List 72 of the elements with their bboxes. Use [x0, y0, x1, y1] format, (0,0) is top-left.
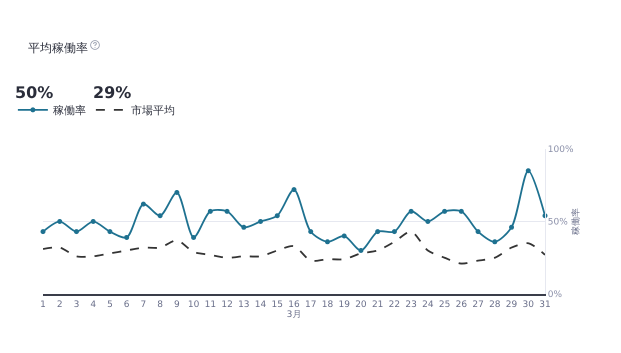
x-tick-label: 13	[238, 300, 250, 310]
x-tick-label: 30	[522, 300, 534, 310]
point	[224, 208, 230, 214]
point	[74, 229, 79, 234]
point	[509, 224, 514, 230]
point	[308, 229, 314, 234]
point	[124, 234, 130, 240]
point	[208, 208, 213, 214]
point	[442, 208, 448, 214]
point	[292, 187, 296, 192]
x-tick-label: 16	[288, 300, 300, 310]
x-tick-label: 31	[539, 300, 551, 310]
x-tick-label: 17	[305, 300, 316, 310]
point	[358, 248, 364, 253]
x-tick-label: 15	[272, 300, 283, 310]
x-tick-label: 1	[40, 300, 46, 310]
x-tick-label: 23	[405, 300, 417, 310]
x-axis-title: 3月	[286, 310, 302, 320]
x-tick-label: 20	[355, 300, 367, 310]
x-tick-label: 26	[456, 300, 468, 310]
y2-tick-label: 50%	[548, 218, 568, 228]
legend-label: 稼働率	[52, 104, 86, 118]
point	[476, 229, 481, 234]
point	[324, 239, 330, 244]
x-tick-label: 29	[506, 300, 518, 310]
x-tick-label: 11	[204, 300, 216, 310]
x-tick-label: 22	[388, 300, 400, 310]
point	[191, 234, 196, 240]
x-tick-label: 27	[472, 300, 484, 310]
x-tick-label: 4	[90, 300, 96, 310]
point	[174, 190, 180, 195]
y2-axis-title: 稼働率	[570, 208, 582, 235]
y2-tick-label: 100%	[548, 145, 574, 156]
chart-title: 平均稼働率	[28, 40, 88, 55]
point	[375, 229, 380, 234]
point	[492, 239, 498, 244]
x-tick-label: 3	[74, 300, 80, 310]
point	[392, 229, 397, 234]
point	[140, 202, 146, 207]
x-tick-label: 19	[338, 300, 350, 310]
x-tick-label: 12	[221, 300, 233, 310]
x-tick-label: 25	[438, 300, 450, 310]
x-tick-label: 5	[107, 300, 113, 310]
point	[425, 219, 430, 224]
point	[408, 208, 414, 214]
point	[158, 213, 163, 218]
point	[526, 168, 531, 174]
x-tick-label: 8	[157, 300, 164, 310]
text: 29%	[93, 83, 132, 102]
x-tick-label: 9	[174, 300, 180, 310]
point	[274, 213, 280, 218]
point	[458, 208, 464, 214]
point	[57, 219, 62, 224]
x-tick-label: 10	[188, 300, 200, 310]
text: 50%	[15, 83, 54, 102]
x-tick-label: 28	[489, 300, 501, 310]
y2-tick-label: 0%	[548, 290, 563, 300]
x-tick-label: 14	[254, 300, 267, 310]
point	[342, 234, 347, 238]
point	[107, 229, 112, 234]
point	[90, 219, 96, 224]
x-tick-label: 7	[140, 300, 146, 310]
point	[241, 224, 246, 230]
x-tick-label: 21	[372, 300, 384, 310]
point	[40, 229, 46, 234]
x-tick-label: 6	[124, 300, 130, 310]
legend-label: 市場平均	[130, 104, 175, 118]
x-tick-label: 24	[422, 300, 434, 310]
x-tick-label: 18	[322, 300, 334, 310]
line-series	[43, 230, 545, 264]
x-tick-label: 2	[56, 300, 63, 310]
point	[258, 219, 264, 224]
